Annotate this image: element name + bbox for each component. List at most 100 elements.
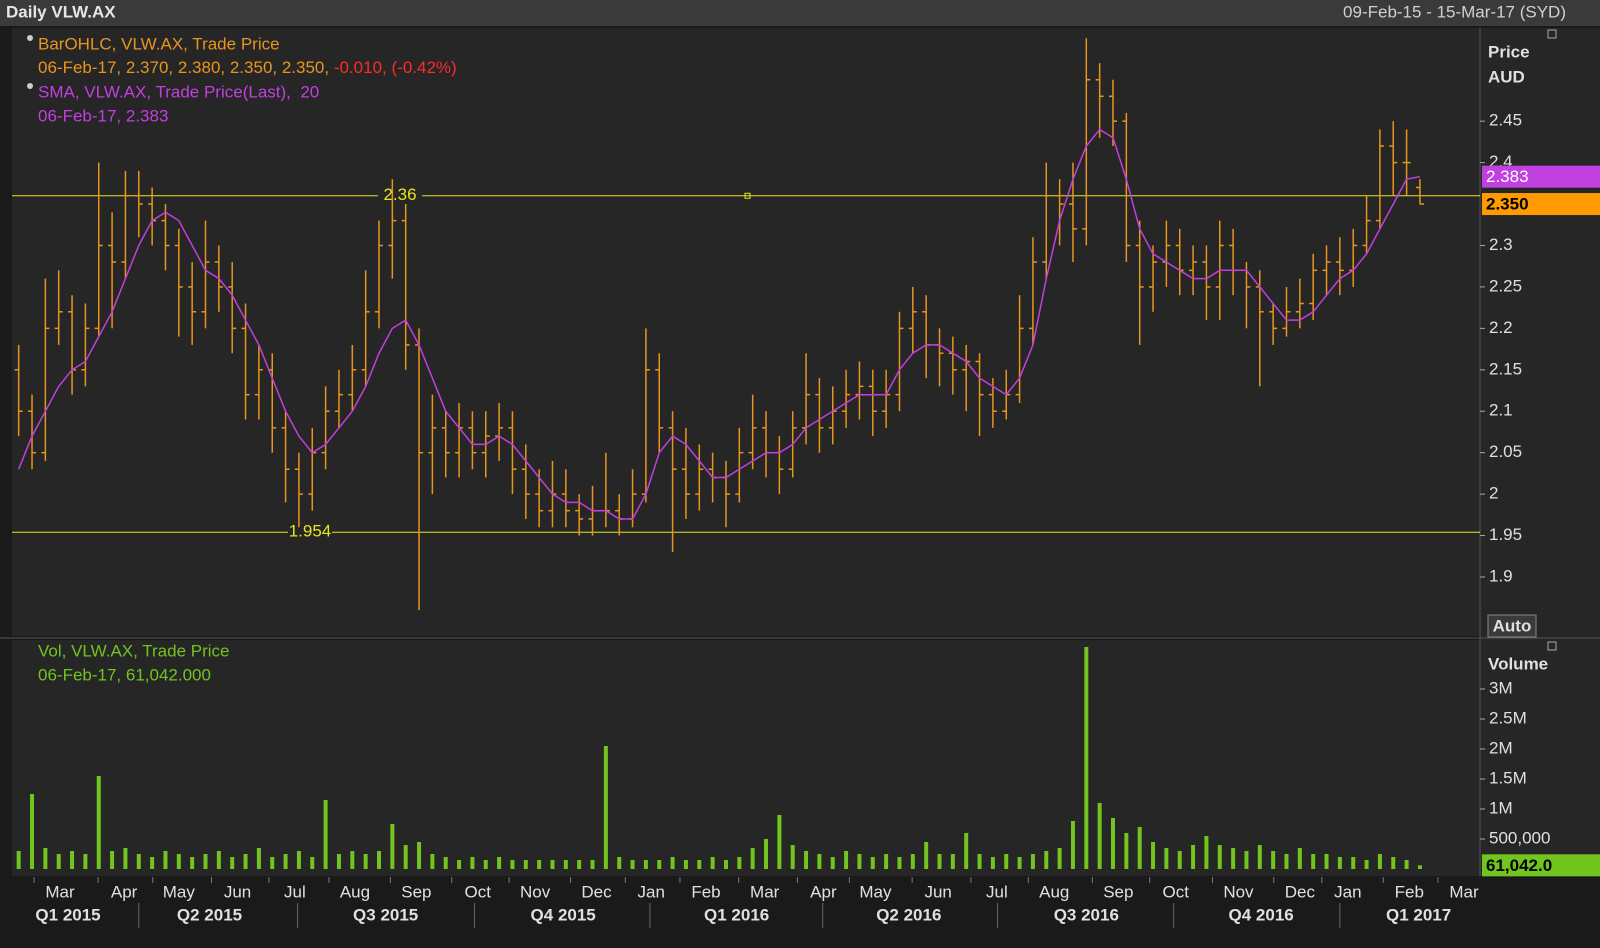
- price-axis-unit: AUD: [1488, 67, 1525, 86]
- volume-bar: [683, 860, 688, 869]
- volume-bar: [296, 851, 301, 869]
- volume-bar: [216, 851, 221, 869]
- price-marker-label: 61,042.0: [1486, 856, 1552, 875]
- y-tick-label: 2.15: [1489, 359, 1522, 378]
- horizontal-line-label-bg: [378, 185, 422, 206]
- volume-bar: [1351, 857, 1356, 869]
- volume-bar: [43, 848, 48, 869]
- x-tick-label: Jan: [1334, 882, 1361, 901]
- volume-bar: [96, 776, 101, 869]
- legend-name: Vol, VLW.AX, Trade Price: [38, 641, 230, 660]
- x-tick-label: Jan: [638, 882, 665, 901]
- y-tick-label: 2.1: [1489, 401, 1513, 420]
- legend-name: BarOHLC, VLW.AX, Trade Price: [38, 34, 280, 53]
- x-tick-label: May: [163, 882, 196, 901]
- quarter-label: Q1 2015: [35, 905, 100, 924]
- volume-bar: [964, 833, 969, 869]
- quarter-label: Q2 2016: [876, 905, 941, 924]
- volume-bar: [1004, 854, 1009, 869]
- x-tick-label: Jul: [284, 882, 306, 901]
- volume-bar: [1231, 848, 1236, 869]
- quarter-label: Q1 2016: [704, 905, 769, 924]
- x-tick-label: Feb: [1395, 882, 1424, 901]
- volume-bar: [417, 842, 422, 869]
- horizontal-line-label: 1.954: [289, 522, 332, 541]
- volume-bar: [697, 860, 702, 869]
- volume-bar: [1070, 821, 1075, 869]
- volume-bar: [830, 857, 835, 869]
- quarter-label: Q1 2017: [1386, 905, 1451, 924]
- y-tick-label: 500,000: [1489, 828, 1550, 847]
- y-tick-label: 1.5M: [1489, 768, 1527, 787]
- price-marker-label: 2.383: [1486, 167, 1529, 186]
- volume-bar: [1244, 851, 1249, 869]
- volume-bar: [950, 854, 955, 869]
- volume-bar: [243, 854, 248, 869]
- volume-bar: [1284, 854, 1289, 869]
- line-handle: [744, 192, 751, 199]
- auto-button-label[interactable]: Auto: [1493, 616, 1532, 635]
- x-tick-label: Mar: [45, 882, 75, 901]
- volume-bar: [870, 857, 875, 869]
- volume-bar: [363, 854, 368, 869]
- volume-bar: [937, 854, 942, 869]
- volume-bar: [817, 854, 822, 869]
- volume-bar: [777, 815, 782, 869]
- volume-bar: [230, 857, 235, 869]
- volume-bar: [283, 854, 288, 869]
- volume-bar: [1337, 857, 1342, 869]
- volume-bar: [443, 857, 448, 869]
- volume-bar: [30, 794, 35, 869]
- x-tick-label: Sep: [401, 882, 431, 901]
- volume-bar: [1057, 848, 1062, 869]
- y-tick-label: 2.05: [1489, 442, 1522, 461]
- volume-bar: [844, 851, 849, 869]
- volume-bar: [1204, 836, 1209, 869]
- volume-bar: [537, 860, 542, 869]
- volume-bar: [1191, 845, 1196, 869]
- price-marker: [1482, 854, 1600, 877]
- price-marker: [1482, 193, 1600, 216]
- price-marker: [1482, 165, 1600, 188]
- panel-icon[interactable]: [1547, 29, 1557, 39]
- panel-icon[interactable]: [1547, 641, 1557, 651]
- quarter-label: Q4 2015: [531, 905, 596, 924]
- volume-bar: [630, 860, 635, 869]
- legend-detail: 06-Feb-17, 61,042.000: [38, 665, 211, 684]
- legend-icon[interactable]: [27, 83, 33, 89]
- legend-icon[interactable]: [27, 35, 33, 41]
- quarter-label: Q4 2016: [1229, 905, 1294, 924]
- volume-bar: [590, 860, 595, 869]
- volume-bar: [1324, 854, 1329, 869]
- x-tick-label: Jun: [924, 882, 951, 901]
- volume-bar: [1137, 827, 1142, 869]
- volume-bar: [377, 851, 381, 869]
- volume-bar: [897, 857, 902, 869]
- x-tick-label: May: [859, 882, 892, 901]
- volume-bar: [483, 860, 488, 869]
- auto-button[interactable]: [1487, 614, 1537, 638]
- volume-bar: [750, 848, 755, 869]
- volume-bar: [123, 848, 128, 869]
- volume-bar: [1417, 865, 1422, 869]
- x-tick-label: Dec: [581, 882, 612, 901]
- x-tick-label: Dec: [1285, 882, 1316, 901]
- price-panel: [12, 28, 1480, 636]
- y-tick-label: 1.9: [1489, 566, 1513, 585]
- volume-bar: [723, 860, 728, 869]
- volume-bar: [910, 854, 915, 869]
- volume-bar: [270, 857, 275, 869]
- volume-bar: [56, 854, 61, 869]
- volume-bar: [83, 854, 88, 869]
- y-tick-label: 2.45: [1489, 111, 1522, 130]
- legend-change: -0.010, (-0.42%): [334, 58, 457, 77]
- volume-bar: [457, 860, 462, 869]
- volume-bar: [1017, 857, 1022, 869]
- volume-bar: [1217, 845, 1222, 869]
- volume-bar: [990, 857, 995, 869]
- volume-bar: [1097, 803, 1102, 869]
- x-tick-label: Jun: [224, 882, 251, 901]
- x-tick-label: Apr: [111, 882, 138, 901]
- volume-bar: [497, 857, 502, 869]
- volume-bar: [163, 851, 168, 869]
